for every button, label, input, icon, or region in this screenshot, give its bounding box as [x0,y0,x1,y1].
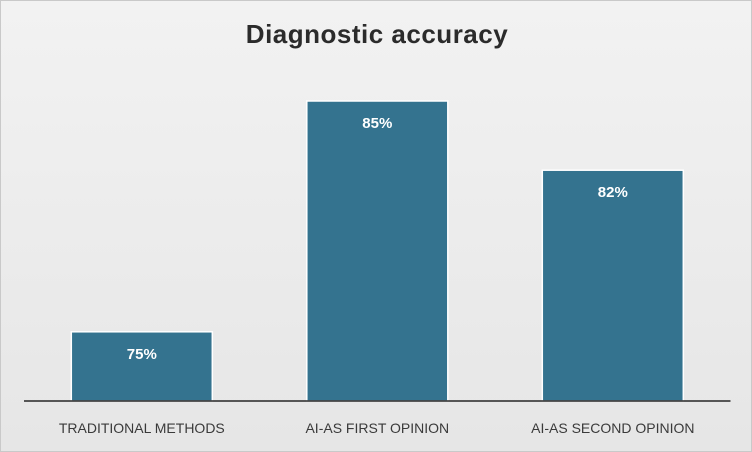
data-label-0: 75% [127,346,157,363]
bar-0 [70,331,214,402]
x-tick-label-2: AI-AS SECOND OPINION [531,420,694,436]
bar-1 [306,100,449,402]
x-tick-label-0: TRADITIONAL METHODS [59,420,225,436]
data-label-2: 82% [598,184,628,201]
chart-title: Diagnostic accuracy [245,19,509,49]
data-label-1: 85% [362,115,392,132]
bar-2 [541,169,685,402]
x-tick-label-1: AI-AS FIRST OPINION [305,420,449,436]
